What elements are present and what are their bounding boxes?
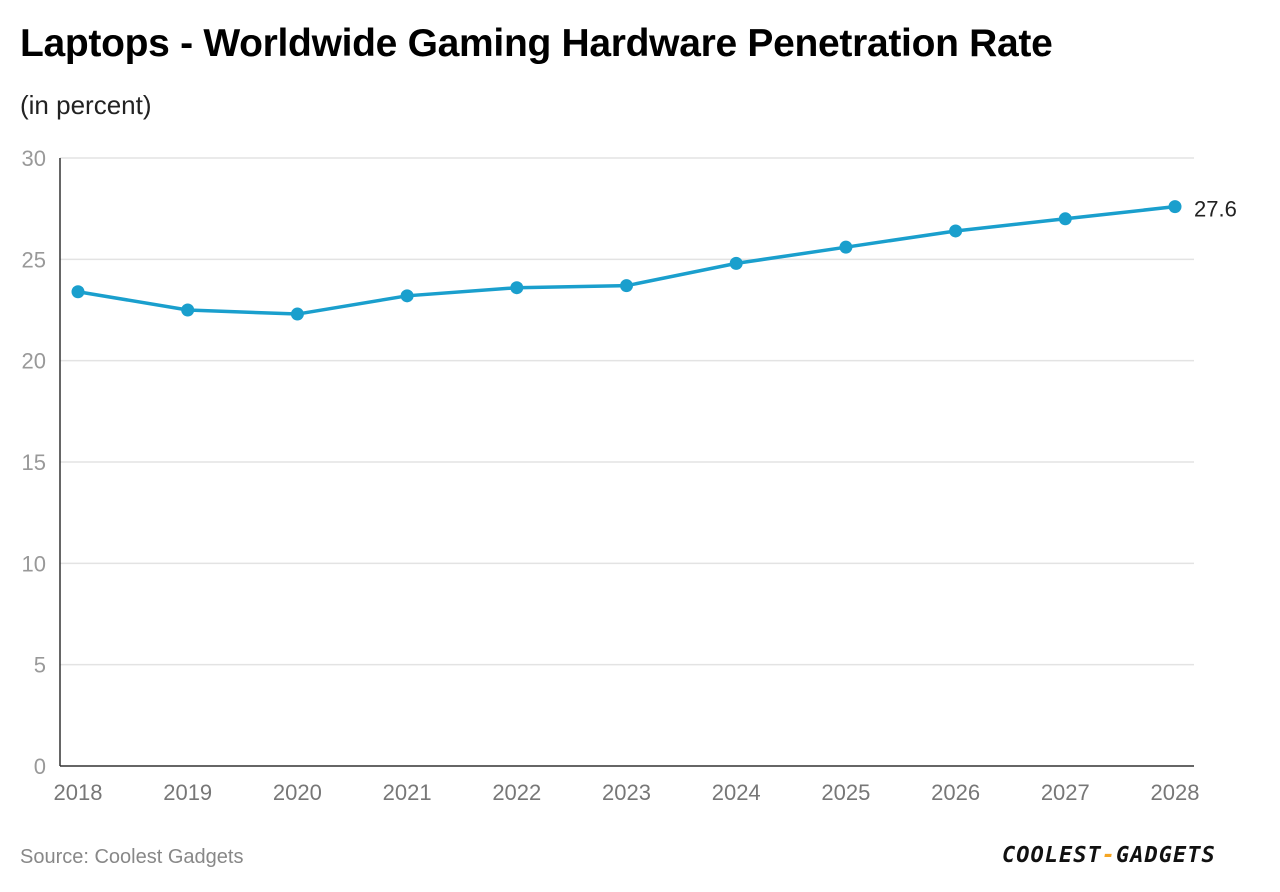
brand-logo-right: GADGETS [1115, 843, 1216, 868]
x-tick-label: 2023 [602, 780, 651, 805]
data-labels: 27.6 [1194, 197, 1237, 222]
x-tick-label: 2019 [163, 780, 212, 805]
y-tick-label: 0 [34, 754, 46, 779]
brand-logo: COOLEST-GADGETS [1002, 843, 1216, 868]
data-point [400, 289, 414, 303]
x-tick-label: 2021 [383, 780, 432, 805]
data-point [1058, 212, 1072, 226]
x-axis-ticks: 2018 2019 2020 2021 2022 2023 2024 2025 2026 2027… [54, 780, 1200, 805]
data-label: 27.6 [1194, 197, 1237, 222]
chart-title: Laptops - Worldwide Gaming Hardware Pene… [20, 22, 1053, 65]
data-point [729, 256, 743, 270]
data-point [181, 303, 195, 317]
y-axis-ticks: 0 5 10 15 20 25 30 [22, 146, 46, 779]
grid-lines [60, 157, 1194, 666]
y-tick-label: 15 [22, 450, 46, 475]
x-tick-label: 2020 [273, 780, 322, 805]
brand-logo-left: COOLEST [1002, 843, 1102, 868]
x-tick-label: 2027 [1041, 780, 1090, 805]
data-point [949, 224, 963, 238]
data-point [71, 285, 85, 299]
source-note: Source: Coolest Gadgets [20, 846, 244, 868]
x-tick-label: 2028 [1151, 780, 1200, 805]
x-tick-label: 2026 [931, 780, 980, 805]
data-point [290, 307, 304, 321]
x-tick-label: 2018 [54, 780, 103, 805]
brand-logo-separator: - [1101, 843, 1116, 868]
y-tick-label: 10 [22, 551, 46, 576]
x-tick-label: 2024 [712, 780, 761, 805]
chart-subtitle: (in percent) [20, 90, 152, 120]
x-tick-label: 2022 [492, 780, 541, 805]
series-layer [71, 200, 1182, 321]
y-tick-label: 25 [22, 247, 46, 272]
data-point [839, 240, 853, 254]
axes [59, 158, 1194, 767]
series-line [76, 204, 1177, 316]
y-tick-label: 30 [22, 146, 46, 171]
x-tick-label: 2025 [821, 780, 870, 805]
data-point [1168, 200, 1182, 214]
y-tick-label: 5 [34, 653, 46, 678]
y-tick-label: 20 [22, 349, 46, 374]
data-point [510, 281, 524, 295]
data-point [620, 279, 633, 293]
